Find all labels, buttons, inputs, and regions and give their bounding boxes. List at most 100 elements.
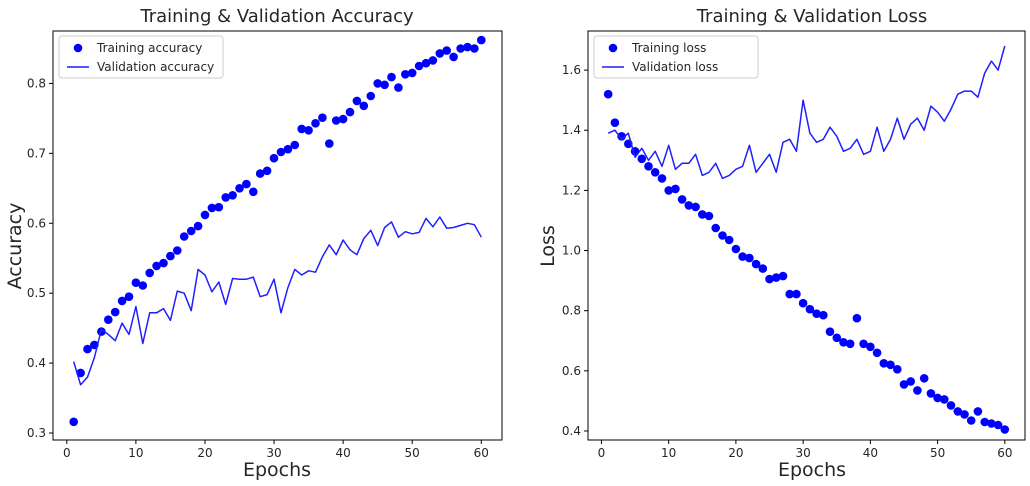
training-loss-point [852,313,862,323]
validation-loss-legend-label: Validation loss [632,60,718,74]
training-loss-point [940,395,949,404]
training-accuracy-point [401,70,410,79]
training-accuracy-point [345,107,355,117]
training-loss-point [657,174,667,183]
loss-y-tick-label: 1.4 [562,123,581,137]
accuracy-legend: Training accuracy Validation accuracy [58,35,224,79]
training-loss-point [973,407,983,416]
training-accuracy-point [104,315,113,325]
training-loss-point [771,273,781,282]
training-accuracy-point [380,80,389,90]
loss-y-tick-label: 1.6 [562,63,581,77]
loss-ticks: 0 10 20 30 40 50 60 0.4 0.6 0.8 1.0 1.2 1.4 1.6 [562,63,1013,460]
training-accuracy-point [297,124,307,134]
training-loss-point [832,333,842,343]
accuracy-marks [69,35,486,427]
training-loss-point [919,374,929,383]
training-loss-point [805,304,815,314]
training-accuracy-point [117,296,127,306]
validation-loss-line [607,45,1006,180]
training-accuracy-point [249,187,258,197]
training-loss-point [980,417,989,427]
training-loss-point [798,298,808,308]
training-loss-point [899,380,909,389]
training-accuracy-point [449,52,458,62]
training-loss-point [946,401,956,410]
training-loss-point [845,339,855,349]
training-loss-point [1000,425,1010,434]
training-accuracy-point [166,251,175,261]
training-loss-point [906,377,915,386]
training-loss-point [745,253,754,263]
training-accuracy-point [159,258,168,268]
loss-x-tick-label: 20 [728,446,743,460]
training-loss-point [819,310,828,320]
training-accuracy-point [407,68,417,78]
training-loss-point [738,252,747,261]
training-accuracy-point [283,144,293,154]
training-accuracy-point [290,140,300,150]
training-loss-point [960,410,969,419]
training-accuracy-point [435,49,445,58]
loss-plot-frame [587,30,1026,441]
training-loss-point [839,338,848,347]
training-loss-point [650,168,660,177]
training-loss-legend-label: Training loss [631,41,706,55]
training-accuracy-point [242,179,251,189]
training-accuracy-point [318,113,327,122]
training-accuracy-point [221,193,230,202]
training-accuracy-point [387,72,396,82]
accuracy-x-axis-label: Epochs [243,459,311,481]
training-accuracy-point [235,184,244,193]
training-accuracy-point [186,226,196,236]
training-loss-point [691,202,700,212]
training-accuracy-point [110,307,120,317]
accuracy-chart: Training & Validation Accuracy Epochs Ac… [4,6,503,481]
training-accuracy-point [83,344,92,354]
training-accuracy-point [359,101,369,111]
accuracy-x-tick-label: 60 [474,446,489,460]
training-loss-point [758,264,768,273]
training-accuracy-point [179,232,189,241]
training-loss-point [751,259,761,269]
accuracy-y-tick-label: 0.4 [27,356,46,370]
training-accuracy-point [325,139,334,148]
training-accuracy-point [331,116,341,125]
training-loss-point [993,420,1003,430]
accuracy-ticks: 0 10 20 30 40 50 60 0.3 0.4 0.5 0.6 0.7 0.8 [27,76,489,460]
training-accuracy-point [428,56,438,65]
loss-y-tick-label: 0.8 [562,304,581,318]
training-accuracy-point [373,79,383,88]
training-loss-point [953,407,963,416]
accuracy-x-tick-label: 0 [63,446,71,460]
training-accuracy-point [442,46,452,55]
training-loss-point [718,231,727,240]
loss-legend: Training loss Validation loss [593,35,759,79]
loss-x-tick-label: 10 [661,446,676,460]
training-loss-point [711,223,720,233]
loss-chart-title: Training & Validation Loss [696,6,928,27]
accuracy-plot-frame [52,30,503,441]
training-loss-point [966,416,976,425]
training-loss-point [610,118,620,127]
training-loss-point [913,386,922,395]
loss-legend-box [593,35,759,79]
training-accuracy-point [193,221,203,231]
loss-x-tick-label: 30 [795,446,810,460]
training-loss-point [698,210,707,219]
training-accuracy-point [470,44,479,53]
training-loss-point [778,271,788,281]
accuracy-x-tick-label: 50 [405,446,420,460]
training-loss-point [637,154,647,164]
training-accuracy-point [421,58,431,68]
training-accuracy-point [145,268,154,278]
training-accuracy-point [352,96,362,106]
training-loss-point [671,184,680,194]
accuracy-y-tick-label: 0.6 [27,216,46,230]
loss-x-tick-label: 60 [997,446,1012,460]
accuracy-x-tick-label: 10 [128,446,143,460]
training-loss-point [926,389,936,398]
training-loss-point [664,186,673,195]
training-accuracy-point [124,292,134,302]
